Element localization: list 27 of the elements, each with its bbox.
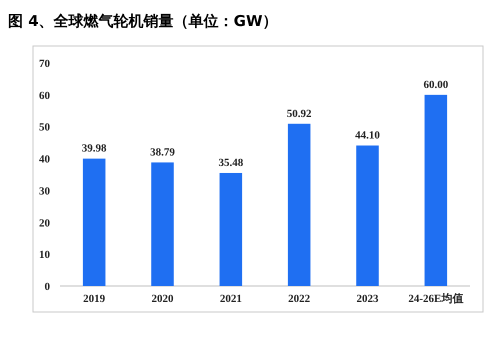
y-tick-label: 70 — [39, 58, 50, 70]
x-tick-label: 2019 — [83, 293, 106, 305]
y-tick-label: 10 — [39, 249, 50, 262]
x-tick-label: 2021 — [220, 293, 242, 305]
bar — [356, 146, 379, 286]
y-tick-label: 0 — [44, 281, 50, 293]
bar — [151, 162, 174, 286]
bar — [220, 172, 242, 286]
y-tick-label: 20 — [39, 217, 50, 230]
x-tick-label: 2023 — [356, 293, 379, 305]
bar — [288, 124, 310, 286]
y-tick-label: 50 — [39, 122, 50, 134]
y-tick-label: 40 — [39, 154, 50, 166]
x-tick-label: 24-26E均值 — [408, 292, 464, 305]
data-label: 38.79 — [150, 146, 176, 158]
x-tick-label: 2020 — [152, 293, 174, 305]
bar — [424, 94, 448, 286]
data-label: 35.48 — [218, 156, 244, 169]
y-tick-label: 60 — [39, 90, 50, 102]
data-label: 44.10 — [355, 130, 380, 142]
x-tick-label: 2022 — [288, 293, 311, 305]
bar — [82, 158, 106, 286]
y-tick-label: 30 — [39, 185, 50, 198]
data-label: 50.92 — [286, 108, 312, 120]
chart-title: 图 4、全球燃气轮机销量（单位：GW） — [8, 12, 278, 30]
data-label: 39.98 — [82, 142, 108, 155]
data-label: 60.00 — [423, 78, 449, 91]
